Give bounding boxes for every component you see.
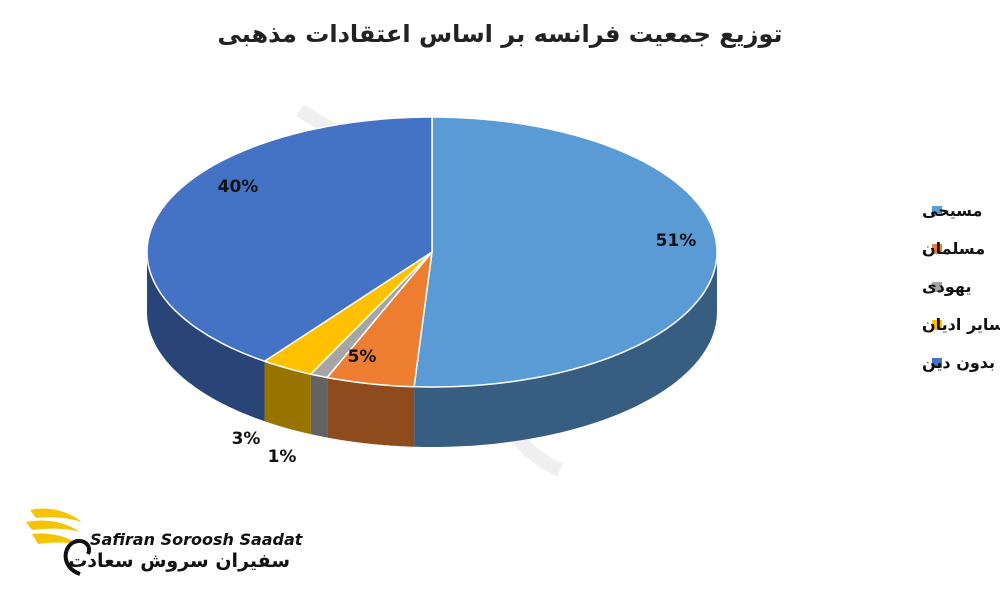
legend-item-1: مسلمان: [922, 239, 985, 258]
pie-side-3: [264, 361, 311, 435]
legend-label-1: مسلمان: [922, 239, 985, 258]
brand-name-persian: سفیران سروش سعادت: [68, 550, 290, 572]
brand-logo: Safiran Soroosh Saadat سفیران سروش سعادت: [22, 496, 302, 586]
legend-item-2: یهودی: [922, 277, 971, 296]
legend-item-3: سایر ادیان: [922, 315, 1000, 334]
legend-item-0: مسیحی: [922, 201, 982, 220]
chart-title: توزیع جمعیت فرانسه بر اساس اعتقادات مذهب…: [217, 20, 783, 48]
data-label-3: 3%: [232, 429, 261, 449]
legend: مسیحی مسلمان یهودی سایر ادیان بدون دین: [922, 201, 1000, 372]
pie-slice-0: [413, 116, 718, 388]
legend-swatch-1: [932, 244, 942, 254]
legend-label-2: یهودی: [922, 277, 971, 296]
legend-label-4: بدون دین: [922, 353, 995, 372]
pie-side-2: [310, 374, 328, 438]
brand-name-latin: Safiran Soroosh Saadat: [90, 530, 303, 549]
pie-slice-1: [325, 249, 434, 388]
legend-label-3: سایر ادیان: [922, 315, 1000, 334]
data-label-4: 40%: [218, 177, 259, 197]
pie-slices: [146, 116, 718, 447]
legend-swatch-2: [932, 282, 942, 292]
pie-side-1: [327, 377, 415, 447]
pie-slice-4: [146, 116, 433, 363]
legend-swatch-0: [932, 206, 942, 216]
pie-side-0: [414, 252, 717, 447]
legend-label-0: مسیحی: [922, 201, 982, 220]
data-labels: 51% 5% 1% 3% 40%: [218, 177, 697, 467]
legend-swatch-4: [932, 358, 942, 368]
legend-item-4: بدون دین: [922, 353, 995, 372]
data-label-1: 5%: [348, 347, 377, 367]
data-label-0: 51%: [656, 231, 697, 251]
data-label-2: 1%: [268, 447, 297, 467]
legend-swatch-3: [932, 320, 942, 330]
swan-logo-icon: [26, 508, 91, 576]
pie-slice-3: [262, 251, 433, 376]
pie-side-4: [147, 252, 265, 422]
